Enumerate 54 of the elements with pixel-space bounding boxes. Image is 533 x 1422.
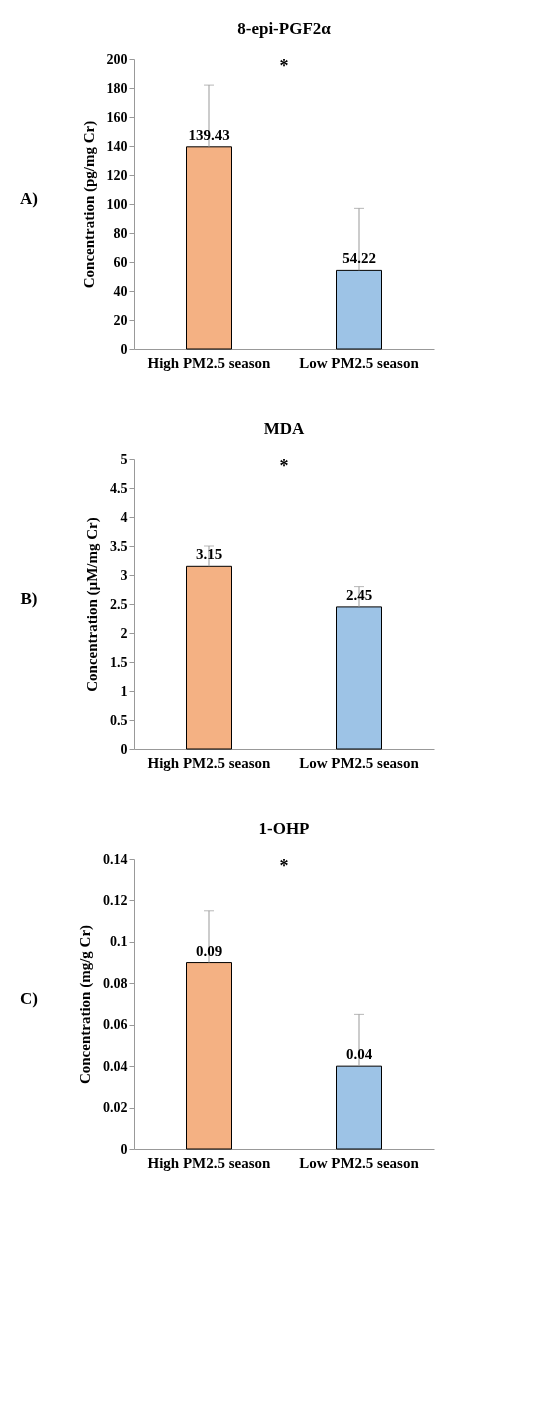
annotation: * (279, 456, 289, 476)
y-tick-label: 2 (120, 625, 128, 641)
text: C) (20, 989, 38, 1008)
y-tick-label: 0.1 (110, 934, 128, 950)
y-tick-label: 5 (120, 451, 128, 467)
x-tick-label: Low PM2.5 season (299, 1154, 420, 1171)
x-tick-label: High PM2.5 season (147, 1154, 272, 1171)
y-tick-label: 120 (106, 167, 128, 183)
chart-title: 1-OHP (258, 819, 310, 838)
annotation: * (279, 56, 289, 76)
data-label: 2.45 (345, 586, 373, 603)
y-tick-label: 40 (113, 283, 128, 299)
x-tick-label: High PM2.5 season (147, 354, 272, 371)
data-label: 0.04 (345, 1046, 373, 1063)
y-tick-label: 160 (106, 109, 128, 125)
y-tick-label: 0.02 (103, 1100, 128, 1116)
y-axis-title: Concentration (pg/mg Cr) (80, 120, 98, 289)
x-tick-label: High PM2.5 season (147, 754, 272, 771)
y-tick-label: 0.14 (103, 851, 128, 867)
y-tick-label: 0.5 (110, 712, 128, 728)
chart-title: 8-epi-PGF2α (237, 19, 332, 38)
y-tick-label: 0.04 (103, 1058, 128, 1074)
y-tick-label: 0.08 (103, 975, 128, 991)
y-tick-label: 0 (120, 741, 128, 757)
data-label: 0.09 (195, 942, 223, 959)
y-tick-label: 3.5 (110, 538, 128, 554)
y-axis-title: Concentration (µM/mg Cr) (84, 517, 101, 692)
y-tick-label: 200 (106, 51, 128, 67)
y-tick-label: 0.12 (103, 892, 128, 908)
y-tick-label: 3 (120, 567, 128, 583)
x-tick-label: Low PM2.5 season (299, 754, 420, 771)
x-tick-label: Low PM2.5 season (299, 354, 420, 371)
y-tick-label: 20 (113, 312, 128, 328)
y-tick-label: 4.5 (110, 480, 128, 496)
data-label: 54.22 (342, 250, 376, 267)
chart-title: MDA (263, 419, 306, 438)
y-tick-label: 1.5 (110, 654, 128, 670)
y-tick-label: 60 (113, 254, 128, 270)
data-label: 139.43 (188, 126, 230, 143)
text: A) (20, 189, 38, 208)
y-tick-label: 0 (120, 341, 128, 357)
y-tick-label: 140 (106, 138, 128, 154)
y-tick-label: 180 (106, 80, 128, 96)
data-label: 3.15 (195, 546, 223, 563)
y-tick-label: 2.5 (110, 596, 128, 612)
y-tick-label: 1 (120, 683, 128, 699)
y-tick-label: 100 (106, 196, 128, 212)
text: B) (20, 589, 38, 608)
y-axis-title: Concentration (mg/g Cr) (77, 924, 94, 1085)
y-tick-label: 4 (120, 509, 128, 525)
annotation: * (279, 856, 289, 876)
y-tick-label: 0.06 (103, 1017, 128, 1033)
y-tick-label: 80 (113, 225, 128, 241)
y-tick-label: 0 (120, 1141, 128, 1157)
